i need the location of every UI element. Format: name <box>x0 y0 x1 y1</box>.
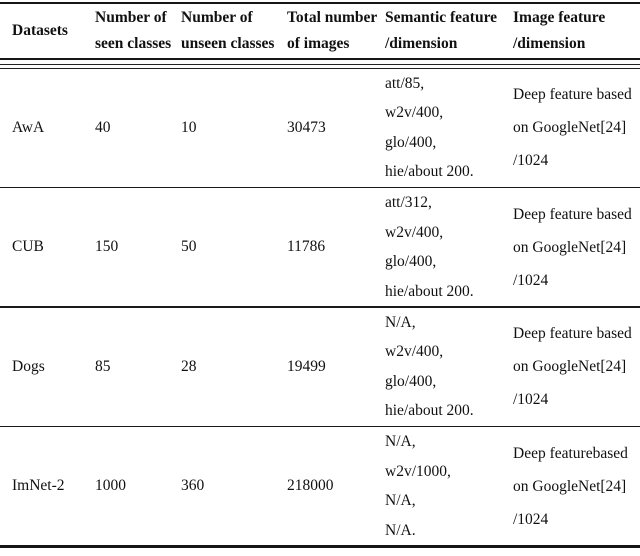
semantic-line: N/A, <box>385 492 416 510</box>
image-feature-line: on GoogleNet[24] <box>513 238 627 256</box>
header-datasets-label: Datasets <box>12 22 68 39</box>
image-feature-line: /1024 <box>513 510 549 528</box>
header-unseen-line2: unseen classes <box>181 35 275 52</box>
image-feature-line: on GoogleNet[24] <box>513 358 627 376</box>
row-separator <box>0 425 640 428</box>
table-bottom-rule <box>0 545 640 548</box>
total-images-cell: 218000 <box>287 427 385 545</box>
semantic-line: att/85, <box>385 74 425 92</box>
image-feature-cell: Deep feature based on GoogleNet[24] /102… <box>513 308 640 426</box>
seen-classes-value: 40 <box>95 118 111 136</box>
total-images-value: 30473 <box>287 118 326 136</box>
header-rule-thin1 <box>0 64 640 66</box>
image-feature-cell: Deep featurebased on GoogleNet[24] /1024 <box>513 427 640 545</box>
header-image-feature: Image feature /dimension <box>513 4 640 58</box>
semantic-line: att/312, <box>385 194 432 212</box>
header-rule-heavy <box>0 58 640 60</box>
image-feature-cell: Deep feature based on GoogleNet[24] /102… <box>513 188 640 306</box>
total-images-value: 11786 <box>287 238 326 256</box>
table-row-imnet2: ImNet-2 1000 360 218000 N/A, w2v/1000, N… <box>0 427 640 545</box>
table-top-rule <box>0 2 640 4</box>
image-feature-line: Deep feature based <box>513 205 632 223</box>
header-image-line1: Image feature <box>513 9 606 26</box>
unseen-classes-value: 50 <box>181 238 197 256</box>
semantic-line: w2v/1000, <box>385 462 451 480</box>
image-feature-line: on GoogleNet[24] <box>513 477 627 495</box>
image-feature-line: /1024 <box>513 152 549 170</box>
unseen-classes-cell: 28 <box>181 308 287 426</box>
header-image-line2: /dimension <box>513 35 586 52</box>
table-row-dogs: Dogs 85 28 19499 N/A, w2v/400, glo/400, … <box>0 308 640 426</box>
unseen-classes-value: 360 <box>181 477 205 495</box>
semantic-line: N/A, <box>385 433 416 451</box>
dataset-name: CUB <box>12 238 44 256</box>
seen-classes-cell: 150 <box>95 188 181 306</box>
header-total-images: Total number of images <box>287 4 385 58</box>
image-feature-line: Deep feature based <box>513 86 632 104</box>
semantic-line: glo/400, <box>385 372 437 390</box>
semantic-line: w2v/400, <box>385 223 444 241</box>
total-images-value: 218000 <box>287 477 334 495</box>
unseen-classes-cell: 10 <box>181 69 287 187</box>
header-seen-classes: Number of seen classes <box>95 4 181 58</box>
total-images-value: 19499 <box>287 357 326 375</box>
header-unseen-classes: Number of unseen classes <box>181 4 287 58</box>
semantic-feature-cell: N/A, w2v/400, glo/400, hie/about 200. <box>385 308 513 426</box>
dataset-name-cell: CUB <box>0 188 95 306</box>
seen-classes-value: 150 <box>95 238 119 256</box>
semantic-feature-cell: att/85, w2v/400, glo/400, hie/about 200. <box>385 69 513 187</box>
table-row-awa: AwA 40 10 30473 att/85, w2v/400, glo/400… <box>0 69 640 187</box>
header-total-line2: of images <box>287 35 350 52</box>
header-semantic-line2: /dimension <box>385 35 458 52</box>
semantic-line: N/A, <box>385 313 416 331</box>
semantic-line: hie/about 200. <box>385 402 474 420</box>
semantic-line: hie/about 200. <box>385 163 474 181</box>
semantic-feature-cell: N/A, w2v/1000, N/A, N/A. <box>385 427 513 545</box>
unseen-classes-value: 10 <box>181 118 197 136</box>
image-feature-line: Deep feature based <box>513 325 632 343</box>
dataset-name-cell: Dogs <box>0 308 95 426</box>
dataset-name-cell: ImNet-2 <box>0 427 95 545</box>
row-separator <box>0 306 640 308</box>
semantic-line: N/A. <box>385 521 416 539</box>
total-images-cell: 30473 <box>287 69 385 187</box>
header-semantic-feature: Semantic feature /dimension <box>385 4 513 58</box>
header-total-line1: Total number <box>287 9 378 26</box>
dataset-name: ImNet-2 <box>12 477 65 495</box>
unseen-classes-value: 28 <box>181 357 197 375</box>
header-datasets: Datasets <box>0 4 95 58</box>
table-header-row: Datasets Number of seen classes Number o… <box>0 4 640 58</box>
image-feature-line: on GoogleNet[24] <box>513 119 627 137</box>
row-separator <box>0 186 640 189</box>
seen-classes-value: 1000 <box>95 477 126 495</box>
seen-classes-value: 85 <box>95 357 111 375</box>
unseen-classes-cell: 360 <box>181 427 287 545</box>
semantic-feature-cell: att/312, w2v/400, glo/400, hie/about 200… <box>385 188 513 306</box>
header-semantic-line1: Semantic feature <box>385 9 498 26</box>
semantic-line: hie/about 200. <box>385 282 474 300</box>
header-unseen-line1: Number of <box>181 9 253 26</box>
header-seen-line1: Number of <box>95 9 167 26</box>
header-rule-thin2 <box>0 67 640 69</box>
semantic-line: glo/400, <box>385 133 437 151</box>
seen-classes-cell: 1000 <box>95 427 181 545</box>
seen-classes-cell: 85 <box>95 308 181 426</box>
semantic-line: glo/400, <box>385 253 437 271</box>
unseen-classes-cell: 50 <box>181 188 287 306</box>
image-feature-line: /1024 <box>513 391 549 409</box>
dataset-name-cell: AwA <box>0 69 95 187</box>
total-images-cell: 19499 <box>287 308 385 426</box>
total-images-cell: 11786 <box>287 188 385 306</box>
image-feature-cell: Deep feature based on GoogleNet[24] /102… <box>513 69 640 187</box>
semantic-line: w2v/400, <box>385 104 444 122</box>
image-feature-line: Deep featurebased <box>513 444 628 462</box>
image-feature-line: /1024 <box>513 271 549 289</box>
table-row-cub: CUB 150 50 11786 att/312, w2v/400, glo/4… <box>0 188 640 306</box>
header-seen-line2: seen classes <box>95 35 172 52</box>
dataset-name: Dogs <box>12 357 45 375</box>
semantic-line: w2v/400, <box>385 343 444 361</box>
seen-classes-cell: 40 <box>95 69 181 187</box>
dataset-name: AwA <box>12 118 45 136</box>
